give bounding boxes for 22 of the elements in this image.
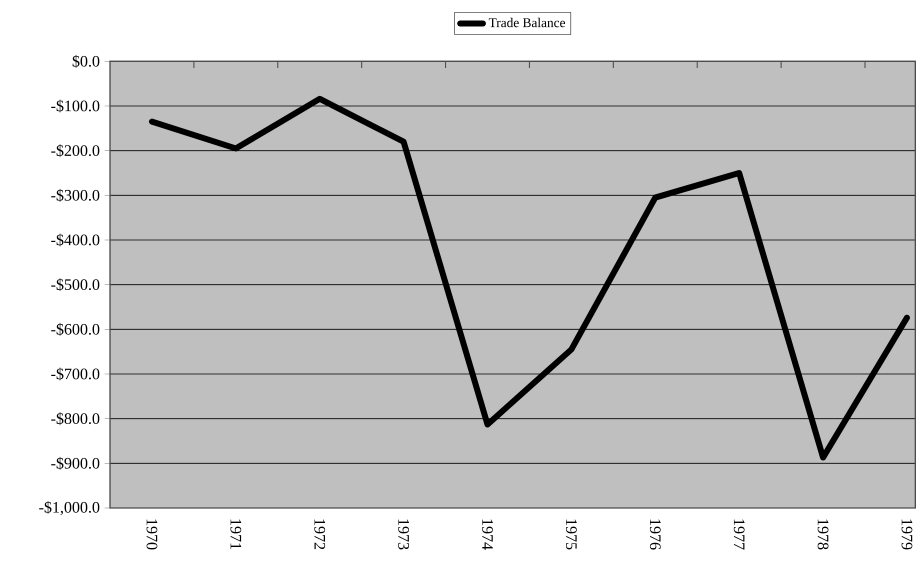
y-tick-label: -$600.0 — [51, 322, 100, 336]
x-tick-label: 1973 — [398, 519, 409, 550]
y-tick-label: -$700.0 — [51, 368, 100, 380]
x-tick-label: 1971 — [230, 519, 242, 550]
y-tick-label: -$200.0 — [51, 144, 100, 158]
y-tick-label: -$400.0 — [51, 234, 100, 246]
y-tick-label: -$1,000.0 — [39, 500, 100, 516]
y-tick-label: -$100.0 — [51, 100, 100, 112]
x-tick-label: 1975 — [566, 519, 577, 550]
x-tick-label: 1972 — [314, 519, 326, 550]
x-tick-label: 1974 — [482, 519, 493, 550]
x-tick-label: 1978 — [818, 519, 828, 550]
x-tick-label: 1977 — [734, 519, 745, 550]
y-tick-label: -$500.0 — [51, 278, 100, 292]
legend-label: Trade Balance — [488, 18, 566, 28]
y-tick-label: -$900.0 — [51, 456, 100, 470]
x-tick-label: 1976 — [650, 519, 661, 550]
y-tick-label: -$800.0 — [51, 412, 100, 426]
x-tick-label: 1979 — [902, 519, 912, 550]
x-tick-label: 1970 — [146, 519, 158, 550]
y-tick-label: -$300.0 — [51, 188, 100, 202]
y-tick-label: $0.0 — [72, 54, 100, 68]
